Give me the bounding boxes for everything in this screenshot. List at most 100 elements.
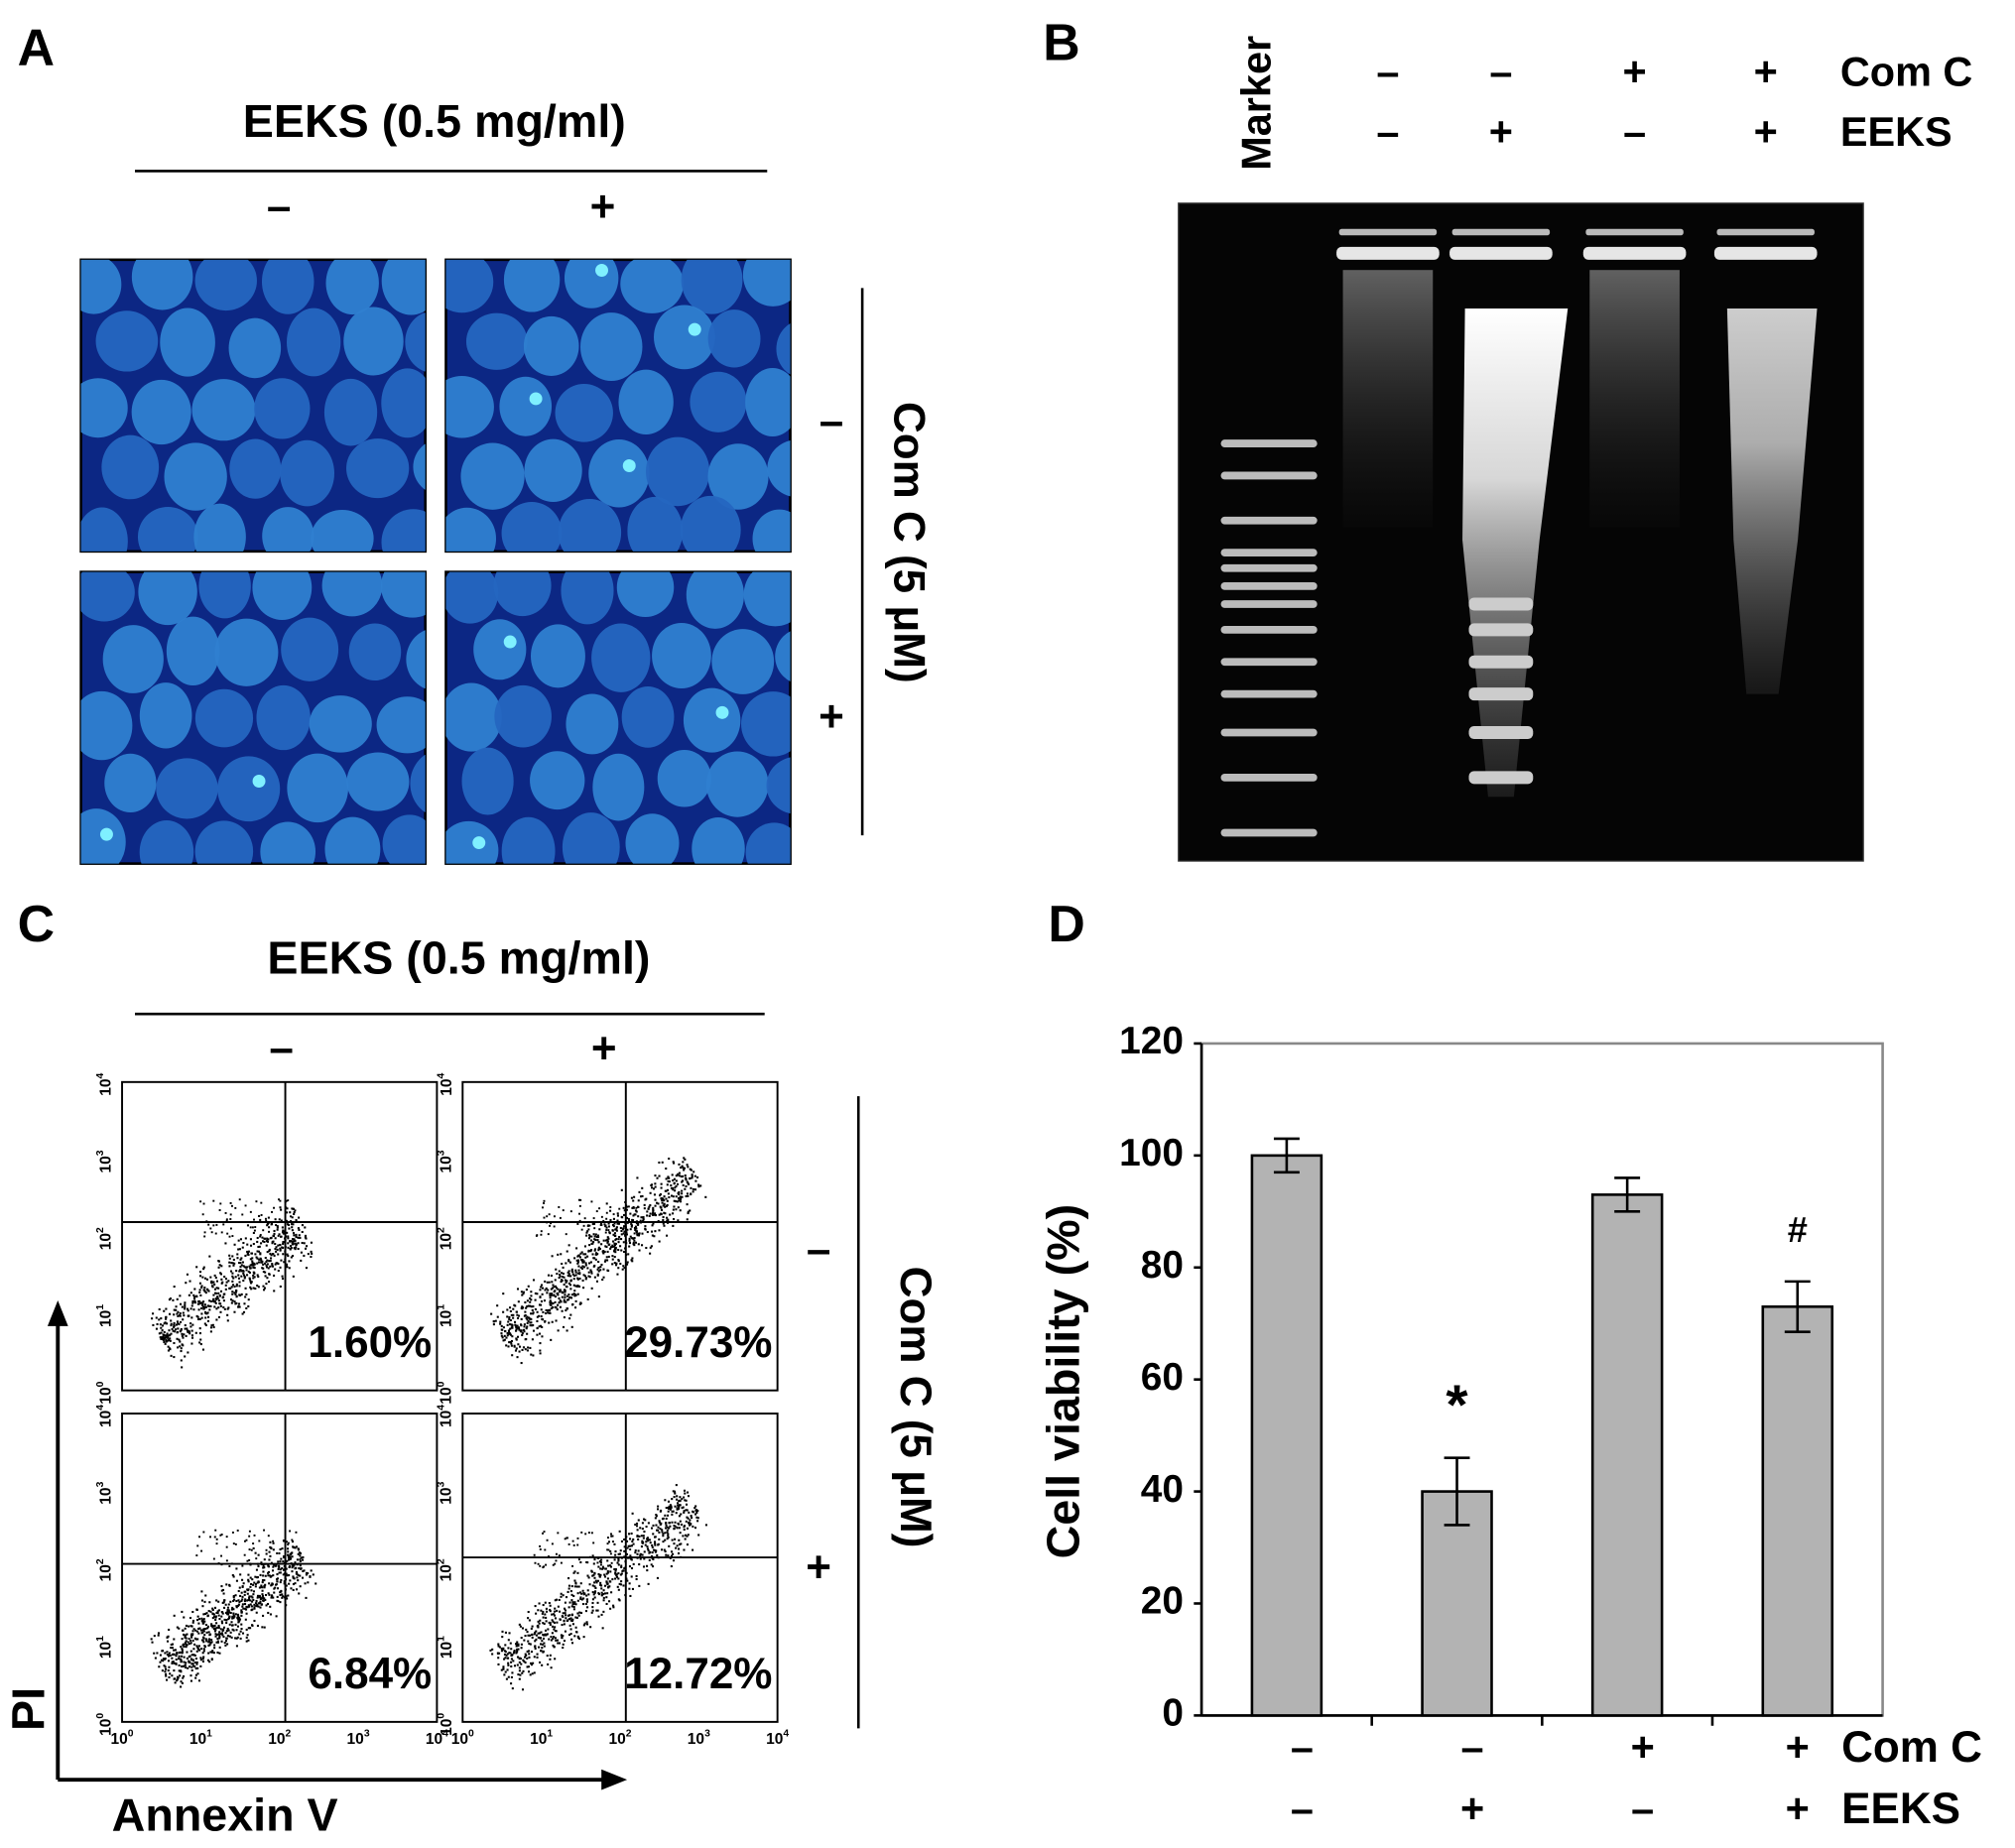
event: [249, 1238, 252, 1241]
event: [602, 1599, 605, 1602]
event: [522, 1659, 525, 1662]
event: [626, 1556, 629, 1559]
event: [563, 1640, 567, 1643]
event: [199, 1629, 202, 1632]
event: [180, 1327, 183, 1331]
event: [182, 1644, 185, 1647]
event: [576, 1278, 579, 1281]
event: [160, 1337, 163, 1340]
event: [189, 1674, 192, 1677]
event: [289, 1245, 293, 1248]
event: [224, 1640, 227, 1643]
event: [691, 1516, 693, 1520]
smear: [1589, 270, 1680, 528]
event: [216, 1611, 219, 1614]
event: [657, 1202, 660, 1205]
event: [624, 1234, 627, 1237]
event: [156, 1652, 159, 1655]
event: [558, 1270, 561, 1273]
event: [535, 1612, 538, 1615]
event: [296, 1558, 299, 1561]
event: [297, 1236, 300, 1239]
event: [239, 1573, 242, 1576]
event: [180, 1646, 183, 1649]
event: [165, 1307, 168, 1310]
event: [683, 1528, 686, 1532]
event: [566, 1298, 568, 1301]
event: [652, 1524, 655, 1527]
column-sign: –: [267, 183, 291, 231]
event: [615, 1229, 618, 1232]
event: [265, 1264, 268, 1267]
event: [167, 1655, 171, 1658]
event: [609, 1565, 612, 1568]
event: [225, 1637, 228, 1640]
event: [229, 1298, 233, 1301]
nucleus: [131, 379, 191, 445]
event: [617, 1556, 620, 1559]
event: [530, 1627, 533, 1630]
event: [521, 1332, 524, 1335]
event: [636, 1552, 639, 1555]
event: [541, 1612, 544, 1615]
event: [536, 1234, 539, 1237]
event: [257, 1245, 260, 1249]
event: [502, 1647, 505, 1650]
event: [609, 1209, 612, 1212]
event: [604, 1239, 607, 1242]
event: [552, 1644, 555, 1647]
event: [238, 1248, 241, 1251]
event: [194, 1658, 197, 1661]
event: [205, 1220, 208, 1223]
event: [220, 1589, 223, 1592]
event: [672, 1490, 675, 1493]
event: [646, 1210, 649, 1213]
event: [209, 1610, 212, 1613]
event: [551, 1281, 554, 1284]
event: [219, 1304, 222, 1307]
event: [597, 1270, 600, 1273]
tick-exp: 4: [442, 1728, 448, 1739]
event: [180, 1329, 183, 1332]
event: [287, 1594, 290, 1597]
event: [514, 1349, 518, 1352]
event: [173, 1356, 176, 1359]
event: [582, 1253, 585, 1256]
y-axis-label: PI: [3, 1687, 55, 1731]
event: [192, 1664, 195, 1667]
event: [563, 1289, 566, 1292]
event: [218, 1646, 221, 1649]
event: [517, 1644, 520, 1648]
nucleus: [325, 259, 379, 315]
nuclei: [80, 259, 426, 552]
event: [261, 1626, 264, 1629]
event: [262, 1564, 265, 1567]
event: [598, 1228, 601, 1231]
well: [1713, 246, 1818, 260]
event: [524, 1348, 527, 1351]
event: [670, 1564, 673, 1568]
event: [170, 1322, 173, 1325]
event: [184, 1307, 187, 1310]
event: [625, 1540, 629, 1542]
ladder-band: [1220, 689, 1318, 698]
event: [545, 1629, 548, 1632]
event: [239, 1294, 242, 1296]
event: [634, 1549, 637, 1552]
event: [688, 1522, 691, 1525]
event: [526, 1349, 529, 1352]
event: [572, 1571, 575, 1574]
event: [285, 1604, 288, 1607]
event: [220, 1231, 223, 1234]
event: [572, 1543, 575, 1546]
event: [542, 1532, 544, 1535]
nucleus: [627, 496, 684, 552]
event: [676, 1508, 679, 1511]
event: [204, 1311, 207, 1314]
event: [262, 1267, 265, 1270]
dna-band: [1468, 687, 1534, 701]
event: [572, 1605, 575, 1609]
event: [633, 1195, 636, 1198]
nucleus: [376, 696, 426, 754]
event: [178, 1658, 181, 1661]
